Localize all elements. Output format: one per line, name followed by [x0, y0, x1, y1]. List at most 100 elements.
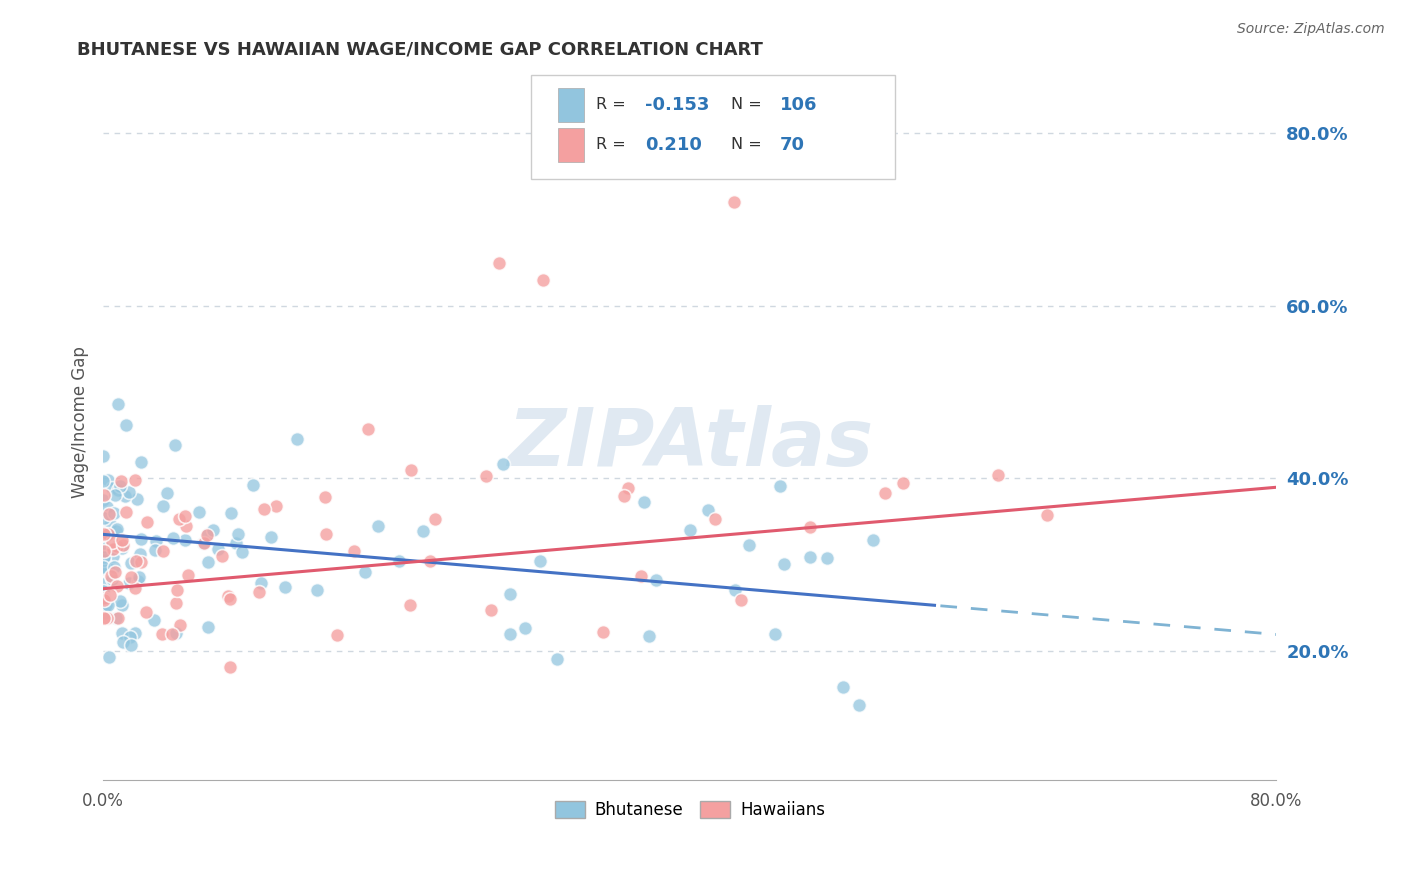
Hawaiians [100, 569, 122, 583]
Text: R =: R = [596, 137, 631, 153]
Bhutanese [815, 550, 838, 565]
Bhutanese [207, 542, 229, 557]
Bhutanese [724, 582, 747, 597]
Bhutanese [93, 592, 115, 607]
Bhutanese [120, 556, 142, 570]
Hawaiians [218, 660, 240, 674]
Hawaiians [479, 603, 502, 617]
Hawaiians [613, 490, 636, 504]
Bhutanese [679, 523, 702, 537]
Bhutanese [104, 487, 127, 501]
Hawaiians [987, 467, 1010, 482]
Bhutanese [131, 455, 153, 469]
Hawaiians [110, 475, 132, 489]
Bhutanese [108, 479, 131, 493]
Hawaiians [135, 605, 157, 619]
Hawaiians [617, 481, 640, 495]
Bhutanese [242, 478, 264, 492]
Bhutanese [111, 626, 134, 640]
Hawaiians [630, 568, 652, 582]
Hawaiians [253, 502, 276, 516]
Hawaiians [152, 627, 174, 641]
Bhutanese [101, 481, 124, 495]
Hawaiians [125, 554, 148, 568]
Hawaiians [703, 512, 725, 526]
Bhutanese [91, 474, 114, 488]
Bhutanese [799, 549, 821, 564]
Hawaiians [195, 527, 218, 541]
Hawaiians [174, 508, 197, 523]
Bhutanese [124, 625, 146, 640]
Hawaiians [166, 582, 188, 597]
Hawaiians [218, 590, 240, 604]
Bhutanese [226, 526, 249, 541]
Hawaiians [104, 566, 127, 580]
Bhutanese [633, 495, 655, 509]
Bhutanese [97, 473, 120, 487]
Bhutanese [96, 500, 118, 514]
Bhutanese [111, 635, 134, 649]
Hawaiians [165, 596, 187, 610]
Bhutanese [862, 533, 884, 547]
Bhutanese [91, 526, 114, 541]
Bhutanese [307, 583, 329, 598]
Bhutanese [769, 479, 792, 493]
Bhutanese [499, 626, 522, 640]
Hawaiians [799, 519, 821, 533]
Hawaiians [1036, 508, 1059, 522]
Hawaiians [111, 533, 134, 547]
Bhutanese [162, 531, 184, 545]
Hawaiians [152, 544, 174, 558]
Hawaiians [891, 475, 914, 490]
Bhutanese [93, 511, 115, 525]
Text: N =: N = [731, 137, 766, 153]
Bhutanese [231, 545, 253, 559]
Hawaiians [219, 592, 242, 607]
Hawaiians [105, 579, 128, 593]
Bhutanese [128, 547, 150, 561]
Hawaiians [314, 490, 336, 504]
Text: -0.153: -0.153 [645, 95, 710, 114]
Bhutanese [412, 524, 434, 538]
Bhutanese [115, 418, 138, 433]
Bhutanese [120, 638, 142, 652]
Bhutanese [285, 433, 308, 447]
Hawaiians [343, 544, 366, 558]
FancyBboxPatch shape [531, 75, 896, 178]
Bhutanese [97, 598, 120, 612]
Bhutanese [201, 524, 224, 538]
Text: Source: ZipAtlas.com: Source: ZipAtlas.com [1237, 22, 1385, 37]
Bhutanese [513, 621, 536, 635]
Bhutanese [529, 553, 551, 567]
Text: BHUTANESE VS HAWAIIAN WAGE/INCOME GAP CORRELATION CHART: BHUTANESE VS HAWAIIAN WAGE/INCOME GAP CO… [77, 40, 763, 58]
Hawaiians [398, 598, 420, 612]
Hawaiians [107, 611, 129, 625]
Bhutanese [127, 491, 149, 506]
Hawaiians [124, 581, 146, 595]
Hawaiians [111, 538, 134, 552]
Hawaiians [326, 628, 349, 642]
Hawaiians [356, 422, 378, 436]
Bhutanese [174, 533, 197, 547]
Hawaiians [177, 568, 200, 582]
Bhutanese [94, 599, 117, 613]
Bhutanese [645, 573, 668, 587]
Bhutanese [163, 438, 186, 452]
Bhutanese [118, 485, 141, 500]
Hawaiians [93, 543, 115, 558]
Bhutanese [152, 499, 174, 513]
Bhutanese [96, 541, 118, 555]
Bhutanese [273, 580, 295, 594]
Bhutanese [120, 630, 142, 644]
Bhutanese [142, 613, 165, 627]
Bhutanese [259, 530, 281, 544]
Bhutanese [143, 543, 166, 558]
Bhutanese [105, 524, 128, 538]
Bhutanese [848, 698, 870, 712]
Hawaiians [425, 512, 447, 526]
Hawaiians [124, 473, 146, 487]
Hawaiians [100, 534, 122, 549]
Hawaiians [115, 505, 138, 519]
Bhutanese [221, 507, 243, 521]
Hawaiians [723, 195, 745, 210]
